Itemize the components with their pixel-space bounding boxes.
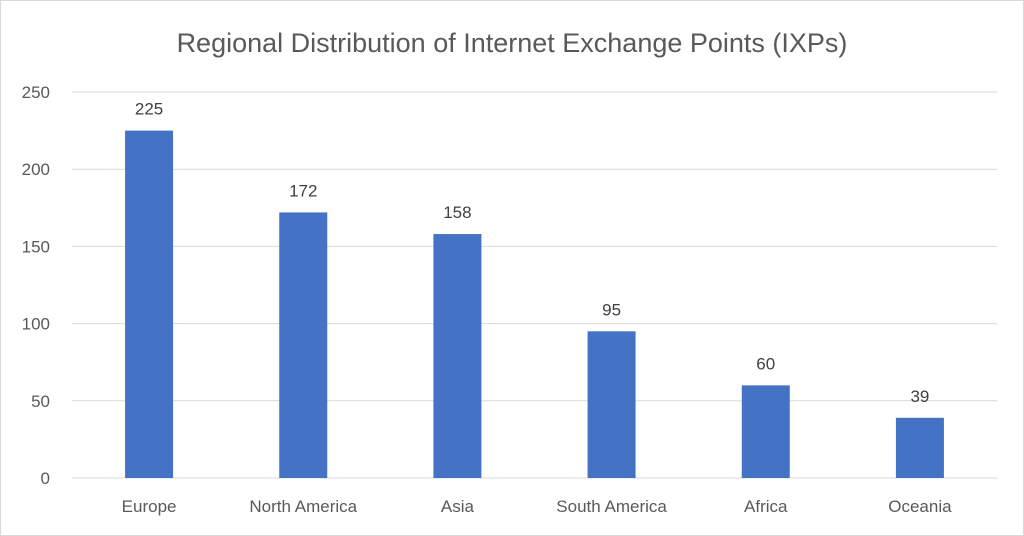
y-tick-label-200: 200 <box>22 160 50 179</box>
bar-africa <box>741 385 790 478</box>
y-tick-label-0: 0 <box>41 469 50 488</box>
y-tick-label-150: 150 <box>22 237 50 256</box>
y-axis-ticks: 0 50 100 150 200 250 <box>22 83 50 488</box>
category-label-asia: Asia <box>441 497 475 516</box>
category-label-africa: Africa <box>744 497 788 516</box>
bars <box>125 130 944 478</box>
y-tick-label-50: 50 <box>31 392 50 411</box>
category-label-south-america: South America <box>556 497 667 516</box>
chart-title: Regional Distribution of Internet Exchan… <box>177 28 848 58</box>
bar-europe <box>125 130 174 478</box>
data-label-oceania: 39 <box>910 387 929 406</box>
bar-south-america <box>587 331 636 478</box>
y-tick-label-100: 100 <box>22 315 50 334</box>
category-label-oceania: Oceania <box>888 497 952 516</box>
data-label-asia: 158 <box>443 203 471 222</box>
y-tick-label-250: 250 <box>22 83 50 102</box>
bar-asia <box>433 234 482 478</box>
category-label-europe: Europe <box>122 497 177 516</box>
data-labels: 225 172 158 95 60 39 <box>135 100 929 406</box>
gridlines <box>72 91 997 479</box>
x-axis-categories: Europe North America Asia South America Afri… <box>122 497 952 516</box>
category-label-north-america: North America <box>249 497 357 516</box>
data-label-south-america: 95 <box>602 300 621 319</box>
bar-oceania <box>895 417 944 478</box>
bar-north-america <box>279 212 328 478</box>
data-label-north-america: 172 <box>289 181 317 200</box>
data-label-africa: 60 <box>756 354 775 373</box>
data-label-europe: 225 <box>135 100 163 119</box>
